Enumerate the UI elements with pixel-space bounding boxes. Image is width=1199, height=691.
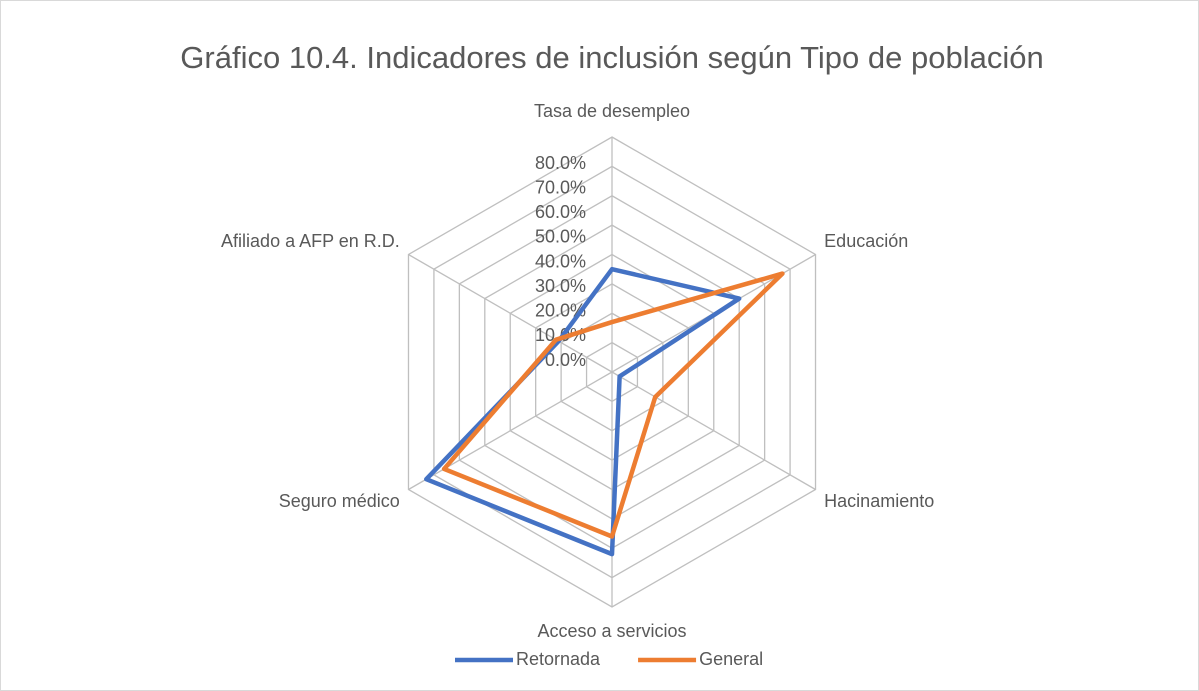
- category-label: Seguro médico: [279, 491, 400, 511]
- chart-title: Gráfico 10.4. Indicadores de inclusión s…: [180, 40, 1043, 75]
- tick-label: 40.0%: [535, 251, 586, 271]
- tick-label: 80.0%: [535, 153, 586, 173]
- legend-label: Retornada: [516, 649, 601, 669]
- tick-label: 0.0%: [545, 350, 586, 370]
- tick-label: 20.0%: [535, 301, 586, 321]
- category-label: Educación: [824, 231, 908, 251]
- axis-spoke: [611, 371, 816, 491]
- axis-spoke: [408, 253, 613, 373]
- tick-label: 70.0%: [535, 177, 586, 197]
- series-line: [441, 271, 785, 539]
- category-label: Acceso a servicios: [537, 621, 686, 641]
- tick-label: 60.0%: [535, 202, 586, 222]
- category-label: Hacinamiento: [824, 491, 934, 511]
- category-label: Tasa de desempleo: [534, 101, 690, 121]
- tick-label: 30.0%: [535, 276, 586, 296]
- tick-label: 50.0%: [535, 227, 586, 247]
- legend-label: General: [699, 649, 763, 669]
- category-label: Afiliado a AFP en R.D.: [221, 231, 400, 251]
